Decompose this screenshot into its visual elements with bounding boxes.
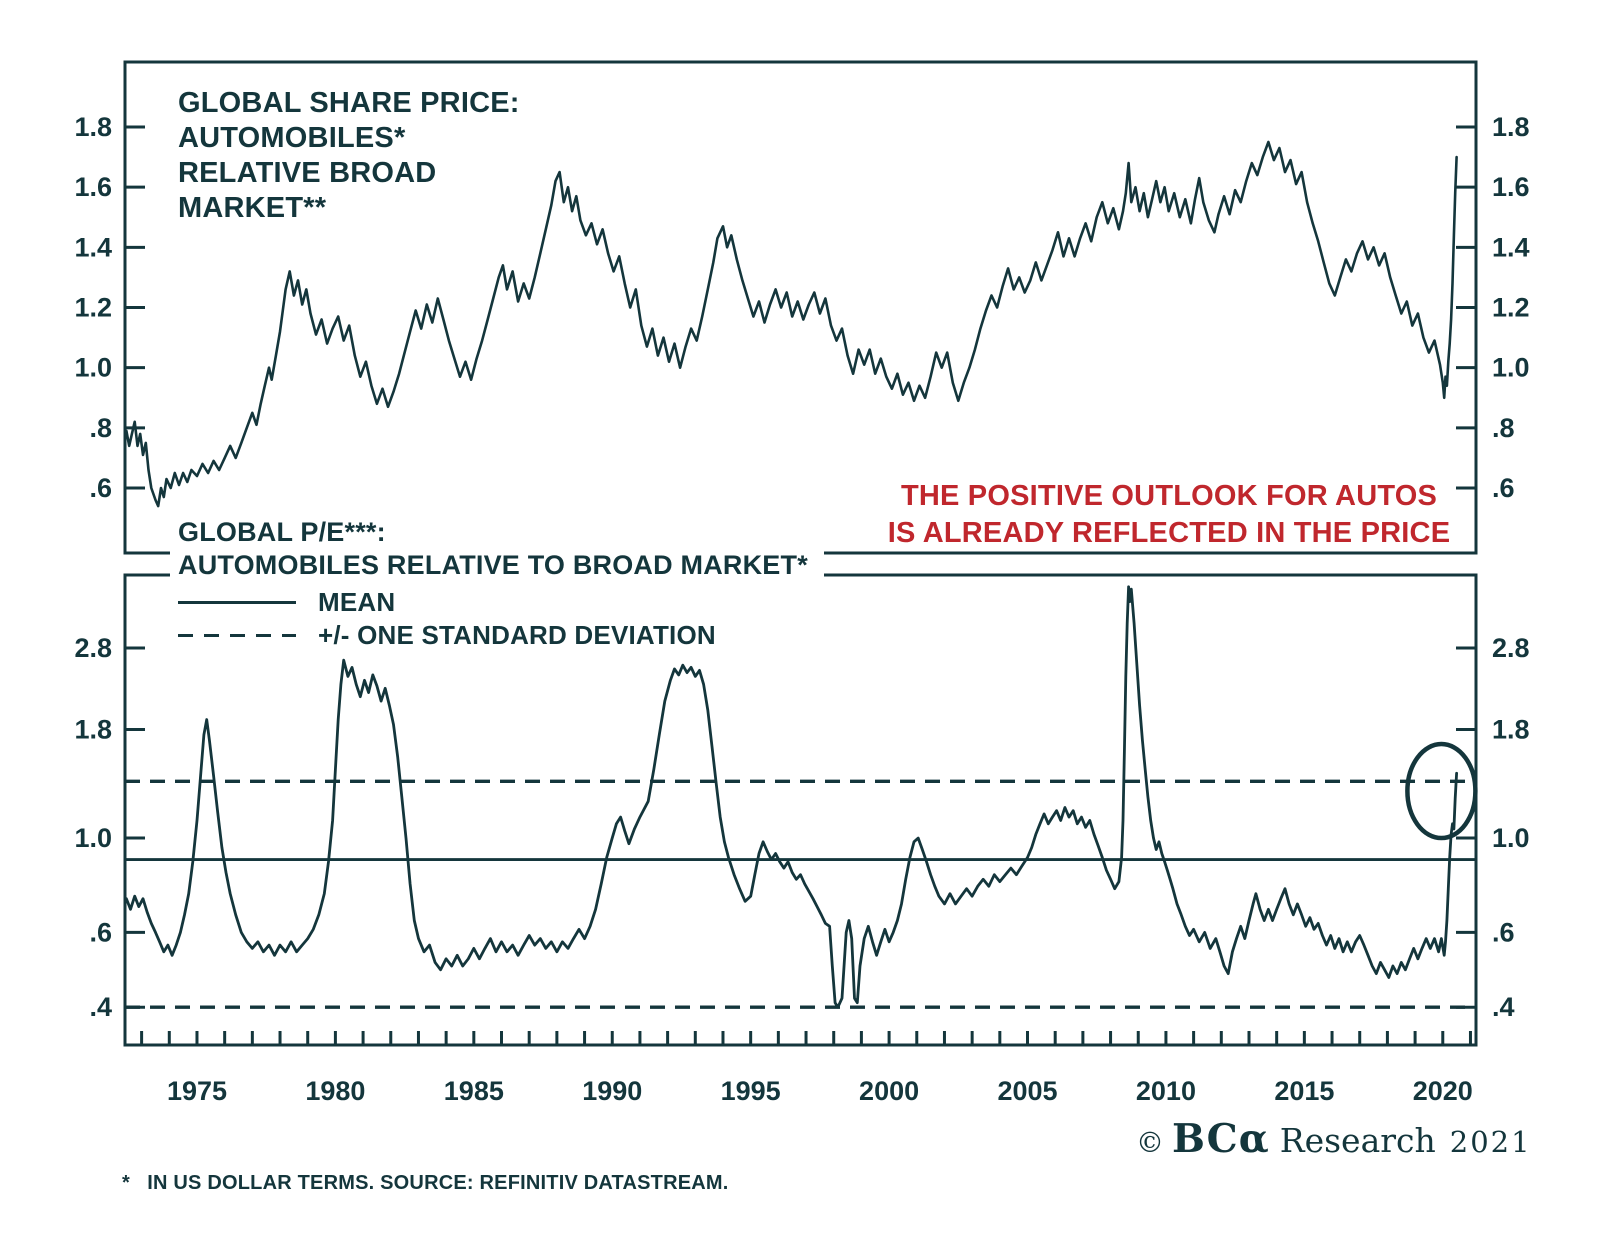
y-axis-label-right: 1.8 [1492,112,1530,142]
bottom-panel-legend: GLOBAL P/E***: AUTOMOBILES RELATIVE TO B… [170,514,824,654]
annotation-note-line: IS ALREADY REFLECTED IN THE PRICE [887,517,1451,549]
bottom-panel-title-line: AUTOMOBILES RELATIVE TO BROAD MARKET* [178,550,808,580]
title-line: MARKET** [178,192,327,224]
top-panel-title: GLOBAL SHARE PRICE: AUTOMOBILES* RELATIV… [178,86,520,226]
y-axis-label-right: 1.0 [1492,353,1530,383]
y-axis-label-right: 1.4 [1492,232,1530,262]
title-line: RELATIVE BROAD [178,157,437,189]
copyright-name: Research [1279,1121,1436,1160]
std-deviation-line-swatch [178,633,296,637]
x-axis-label: 1985 [444,1076,504,1106]
y-axis-label-left: 1.0 [74,353,112,383]
x-axis-label: 1980 [305,1076,365,1106]
x-axis-label: 1995 [721,1076,781,1106]
y-axis-label-right: 1.2 [1492,293,1530,323]
x-axis-label: 2000 [859,1076,919,1106]
y-axis-label-left: .6 [89,917,112,947]
y-axis-label-right: 1.8 [1492,715,1530,745]
y-axis-label-right: 1.6 [1492,172,1530,202]
x-axis-label: 2015 [1274,1076,1334,1106]
y-axis-label-left: 1.8 [74,112,112,142]
auto-relative-pe-series-line [125,585,1458,1009]
x-axis-label: 1990 [582,1076,642,1106]
y-axis-label-left: 1.2 [74,293,112,323]
mean-line-swatch [178,600,296,604]
y-axis-label-left: 1.4 [74,232,112,262]
y-axis-label-right: .6 [1492,473,1515,503]
auto-relative-price-series-line [125,140,1458,508]
y-axis-label-left: .6 [89,473,112,503]
copyright-year: 2021 [1449,1125,1532,1159]
copyright-symbol: © [1136,1126,1164,1159]
x-axis-label: 2005 [997,1076,1057,1106]
copyright: © BCα Research 2021 [1136,1116,1532,1162]
x-axis-label: 2020 [1413,1076,1473,1106]
footnote-line: * IN US DOLLAR TERMS. SOURCE: REFINITIV … [122,1172,729,1194]
y-axis-label-right: .6 [1492,917,1515,947]
y-axis-label-left: .8 [89,413,112,443]
legend-item-std-deviation: +/- ONE STANDARD DEVIATION [178,619,808,650]
footnotes: * IN US DOLLAR TERMS. SOURCE: REFINITIV … [122,1118,729,1235]
x-axis-label: 1975 [167,1076,227,1106]
legend-item-mean: MEAN [178,586,808,617]
title-line: GLOBAL SHARE PRICE: [178,87,520,119]
y-axis-label-left: 1.6 [74,172,112,202]
y-axis-label-right: .8 [1492,413,1515,443]
bca-logo: BCα [1172,1116,1270,1162]
y-axis-label-right: 1.0 [1492,823,1530,853]
current-reading-ellipse [1405,741,1478,841]
bottom-panel-title-line: GLOBAL P/E***: [178,517,386,547]
y-axis-label-left: 2.8 [74,633,112,663]
y-axis-label-right: .4 [1492,992,1515,1022]
title-line: AUTOMOBILES* [178,122,406,154]
legend-label: MEAN [318,586,396,617]
x-axis-label: 2010 [1136,1076,1196,1106]
y-axis-label-left: 1.8 [74,715,112,745]
annotation-note-line: THE POSITIVE OUTLOOK FOR AUTOS [900,480,1438,512]
legend-label: +/- ONE STANDARD DEVIATION [318,619,716,650]
annotation-note: THE POSITIVE OUTLOOK FOR AUTOS IS ALREAD… [880,478,1458,552]
y-axis-label-right: 2.8 [1492,633,1530,663]
y-axis-label-left: 1.0 [74,823,112,853]
y-axis-label-left: .4 [89,992,112,1022]
